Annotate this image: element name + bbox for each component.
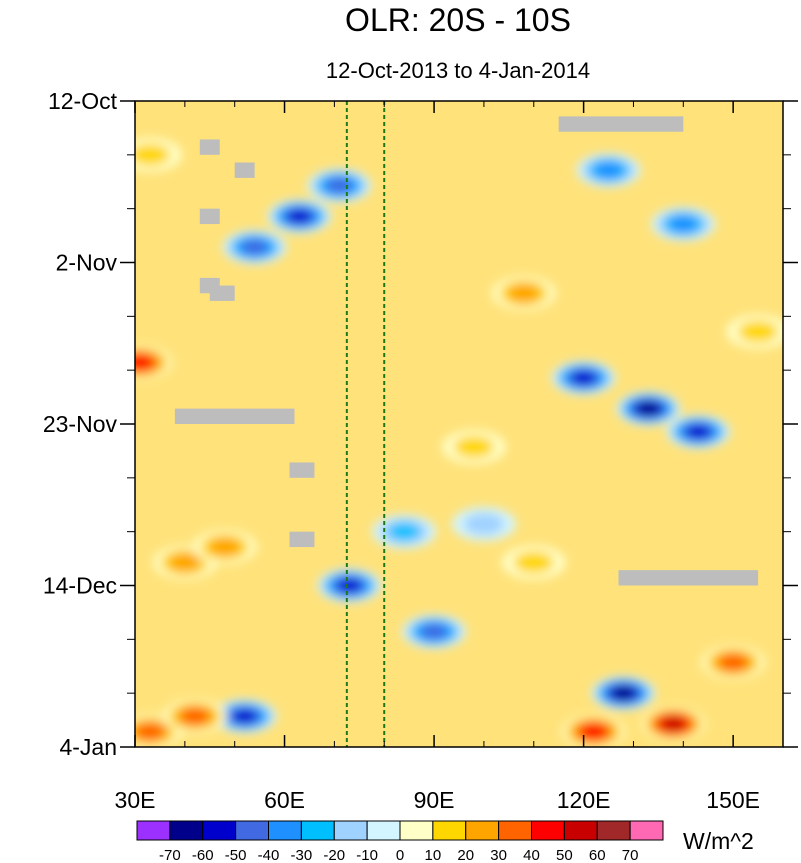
- missing-data-patch: [289, 462, 315, 478]
- anomaly-blob-6: [686, 424, 711, 439]
- missing-data-patch: [618, 570, 759, 586]
- colorbar-label: -70: [159, 847, 181, 863]
- anomaly-blob-17: [453, 436, 494, 459]
- colorbar-label: -50: [225, 847, 247, 863]
- anomaly-blob-9: [337, 578, 362, 593]
- x-tick-label: 120E: [557, 787, 611, 813]
- anomaly-blob-19: [208, 538, 241, 557]
- anomaly-blob-18: [168, 553, 201, 572]
- colorbar-swatch: [498, 820, 532, 841]
- colorbar-label: -60: [192, 847, 214, 863]
- anomaly-blob-5: [636, 401, 660, 416]
- colorbar-swatch: [235, 820, 269, 841]
- x-tick-label: 90E: [414, 787, 455, 813]
- chart-title: OLR: 20S - 10S: [345, 2, 571, 38]
- anomaly-blob-0: [135, 355, 153, 370]
- anomaly-blob-12: [232, 709, 257, 724]
- colorbar-label: -30: [291, 847, 313, 863]
- colorbar-swatch: [202, 820, 237, 841]
- anomaly-blob-21: [180, 708, 209, 725]
- colorbar-swatch: [366, 820, 401, 841]
- reference-lines: [345, 101, 386, 747]
- anomaly-blob-15: [719, 654, 748, 671]
- colorbar-label: 10: [425, 847, 442, 863]
- y-tick-label: 2-Nov: [56, 250, 118, 276]
- colorbar-swatch: [333, 820, 368, 841]
- anomaly-blob-4: [571, 370, 596, 385]
- anomaly-blob-13: [661, 716, 686, 731]
- x-tick-label: 60E: [264, 787, 305, 813]
- colorbar-label: 50: [556, 847, 573, 863]
- colorbar-units: W/m^2: [683, 828, 754, 854]
- colorbar-label: -10: [356, 847, 378, 863]
- anomaly-blob-8: [669, 216, 698, 233]
- anomaly-blob-2: [326, 178, 353, 193]
- missing-data-patch: [558, 116, 684, 132]
- colorbar-swatch: [399, 820, 434, 841]
- anomaly-blob-20: [135, 723, 164, 740]
- colorbar-label: 40: [523, 847, 540, 863]
- colorbar-swatch: [629, 820, 664, 841]
- colorbar-label: 30: [490, 847, 507, 863]
- y-tick-label: 12-Oct: [48, 88, 118, 114]
- colorbar-swatch: [300, 820, 335, 841]
- colorbar: -70 -60 -50 -40 -30 -20 -10 0 10 20 30 40 50 60 70: [136, 820, 664, 863]
- anomaly-blob-7: [594, 162, 623, 179]
- missing-data-patch: [209, 285, 235, 301]
- anomaly-blob-23: [135, 143, 170, 166]
- missing-data-patch: [234, 162, 255, 178]
- y-tick-label: 14-Dec: [43, 573, 117, 599]
- colorbar-swatch: [563, 820, 598, 841]
- anomaly-blob-14: [580, 724, 607, 740]
- colorbar-swatch: [268, 820, 302, 841]
- missing-data-patch: [199, 139, 220, 155]
- anomaly-blob-22: [513, 551, 554, 574]
- colorbar-label: 20: [457, 847, 474, 863]
- anomaly-blob-3: [241, 239, 268, 255]
- colorbar-label: -20: [323, 847, 345, 863]
- colorbar-swatch: [465, 820, 500, 841]
- missing-data-patch: [199, 208, 220, 225]
- heatmap-field: [135, 101, 783, 747]
- missing-data-layer: [174, 116, 759, 586]
- colorbar-swatch: [432, 820, 467, 841]
- anomaly-blob-16: [507, 284, 540, 303]
- colorbar-swatch: [136, 820, 171, 841]
- colorbar-label: -40: [258, 847, 280, 863]
- colorbar-swatch: [596, 820, 631, 841]
- anomaly-blob-25: [463, 512, 504, 535]
- missing-data-patch: [289, 531, 315, 548]
- colorbar-label: 0: [396, 847, 404, 863]
- y-tick-label: 23-Nov: [43, 411, 118, 437]
- axes: 30E 60E 90E 120E 150E 12-Oct 2-Nov 23-Nov 14-Dec…: [43, 88, 798, 813]
- anomaly-blob-24: [388, 522, 421, 541]
- colorbar-label: 60: [589, 847, 606, 863]
- x-tick-label: 150E: [706, 787, 760, 813]
- colorbar-label: 70: [622, 847, 639, 863]
- colorbar-swatch: [531, 820, 565, 841]
- missing-data-patch: [174, 408, 295, 424]
- anomaly-blob-10: [421, 624, 447, 640]
- anomaly-layer: [135, 137, 783, 747]
- y-tick-label: 4-Jan: [59, 734, 117, 760]
- colorbar-swatch: [169, 820, 204, 841]
- anomaly-blob-26: [738, 320, 779, 343]
- chart-subtitle: 12-Oct-2013 to 4-Jan-2014: [326, 58, 590, 83]
- anomaly-blob-11: [612, 686, 635, 700]
- anomaly-blob-1: [287, 209, 312, 224]
- x-tick-label: 30E: [115, 787, 156, 813]
